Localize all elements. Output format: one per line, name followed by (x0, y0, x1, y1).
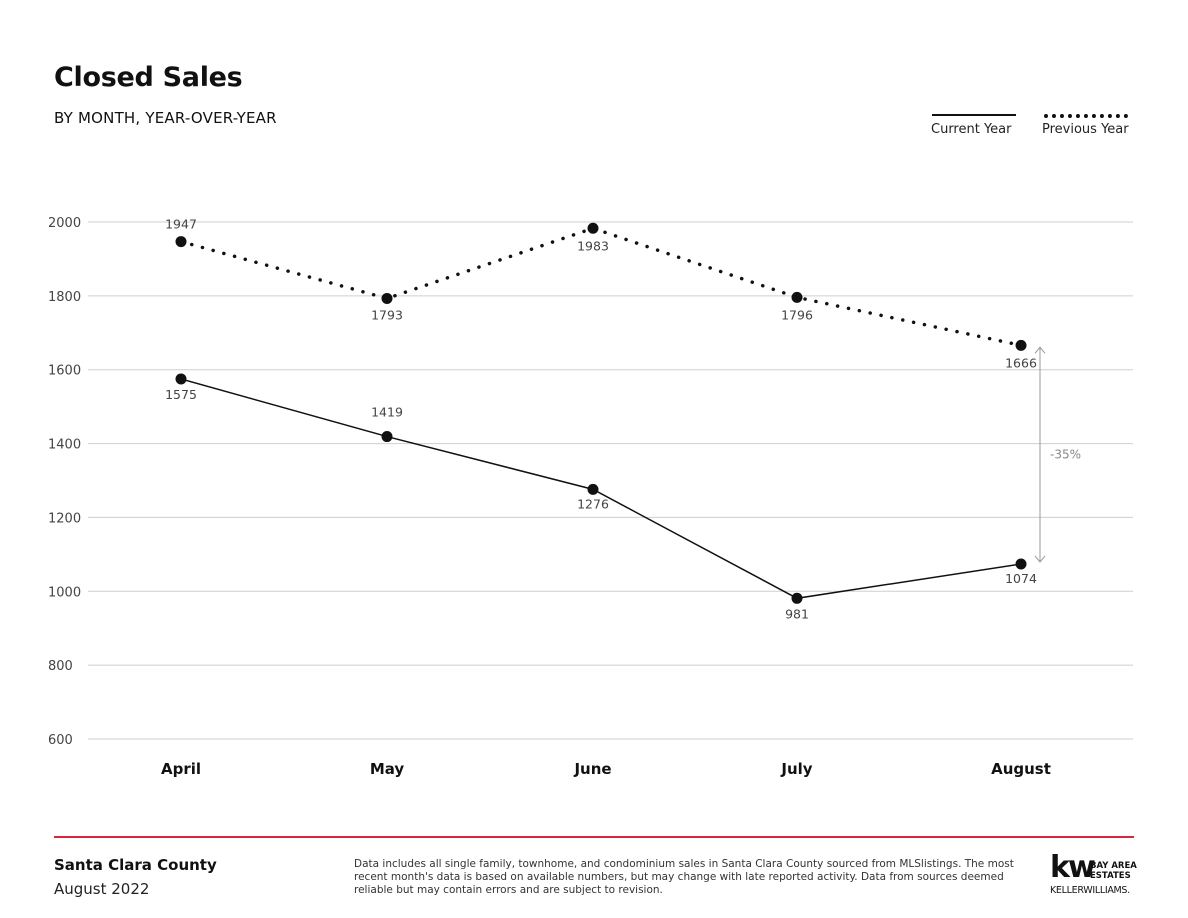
data-point (381, 431, 393, 443)
data-point (1015, 339, 1027, 351)
data-label: 1074 (1005, 571, 1037, 586)
y-tick-label: 600 (48, 733, 73, 748)
series-lines (179, 226, 1023, 600)
footer-date: August 2022 (54, 880, 150, 898)
annotation: -35% (1034, 346, 1081, 563)
data-label: 1796 (781, 307, 813, 322)
data-label: 1947 (165, 217, 197, 232)
footer-divider (54, 836, 1134, 838)
x-tick-label: May (370, 760, 405, 778)
brand-logo: kw BAY AREA ESTATES KELLERWILLIAMS. (1048, 851, 1138, 899)
y-tick-label: 1800 (48, 290, 81, 305)
annotation-label: -35% (1050, 448, 1081, 462)
page-title: Closed Sales (54, 62, 243, 93)
data-point (175, 373, 187, 385)
logo-brand: KELLERWILLIAMS. (1050, 885, 1130, 896)
data-label: 1419 (371, 405, 403, 420)
x-tick-label: August (991, 760, 1051, 778)
y-tick-label: 800 (48, 659, 73, 674)
line-chart: 2000 1800 1600 1400 1200 1000 800 600 April May J… (48, 216, 1133, 778)
annotation-arrowhead-top (1034, 346, 1046, 354)
data-label: 981 (785, 606, 809, 621)
logo-mark: kw (1050, 850, 1096, 885)
page-subtitle: BY MONTH, YEAR-OVER-YEAR (54, 109, 277, 127)
legend-swatch-current (932, 114, 1016, 116)
legend-label-previous: Previous Year (1042, 122, 1129, 137)
data-point (1015, 558, 1027, 570)
legend-swatch-previous (1044, 114, 1128, 118)
legend-label-current: Current Year (931, 122, 1012, 137)
x-tick-label: April (161, 760, 201, 778)
data-point (175, 236, 187, 248)
data-label: 1276 (577, 496, 609, 511)
y-tick-label: 2000 (48, 216, 81, 231)
data-point (791, 592, 803, 604)
data-point (587, 483, 599, 495)
logo-region: BAY AREA ESTATES (1090, 861, 1137, 881)
x-tick-label: July (780, 760, 812, 778)
series-line-current (180, 378, 1022, 600)
data-label: 1983 (577, 238, 609, 253)
x-tick-label: June (573, 760, 611, 778)
data-point (587, 222, 599, 234)
y-tick-label: 1000 (48, 585, 81, 600)
gridlines (88, 221, 1133, 740)
data-points (175, 222, 1027, 604)
x-axis-tick-labels: April May June July August (161, 760, 1051, 778)
y-tick-label: 1400 (48, 438, 81, 453)
y-tick-label: 1600 (48, 364, 81, 379)
data-point (381, 292, 393, 304)
chart-legend: Current Year Previous Year (0, 108, 1188, 144)
data-label: 1793 (371, 307, 403, 322)
data-label: 1575 (165, 387, 197, 402)
data-point (791, 291, 803, 303)
data-labels: 1575 1419 1276 981 1074 1947 1793 1983 1796 1666 (165, 217, 1037, 622)
y-axis-tick-labels: 2000 1800 1600 1400 1200 1000 800 600 (48, 216, 81, 748)
footer-disclaimer: Data includes all single family, townhom… (354, 858, 1014, 896)
annotation-arrowhead-bottom (1034, 555, 1046, 563)
footer-county: Santa Clara County (54, 856, 217, 874)
y-tick-label: 1200 (48, 511, 81, 526)
data-label: 1666 (1005, 355, 1037, 370)
